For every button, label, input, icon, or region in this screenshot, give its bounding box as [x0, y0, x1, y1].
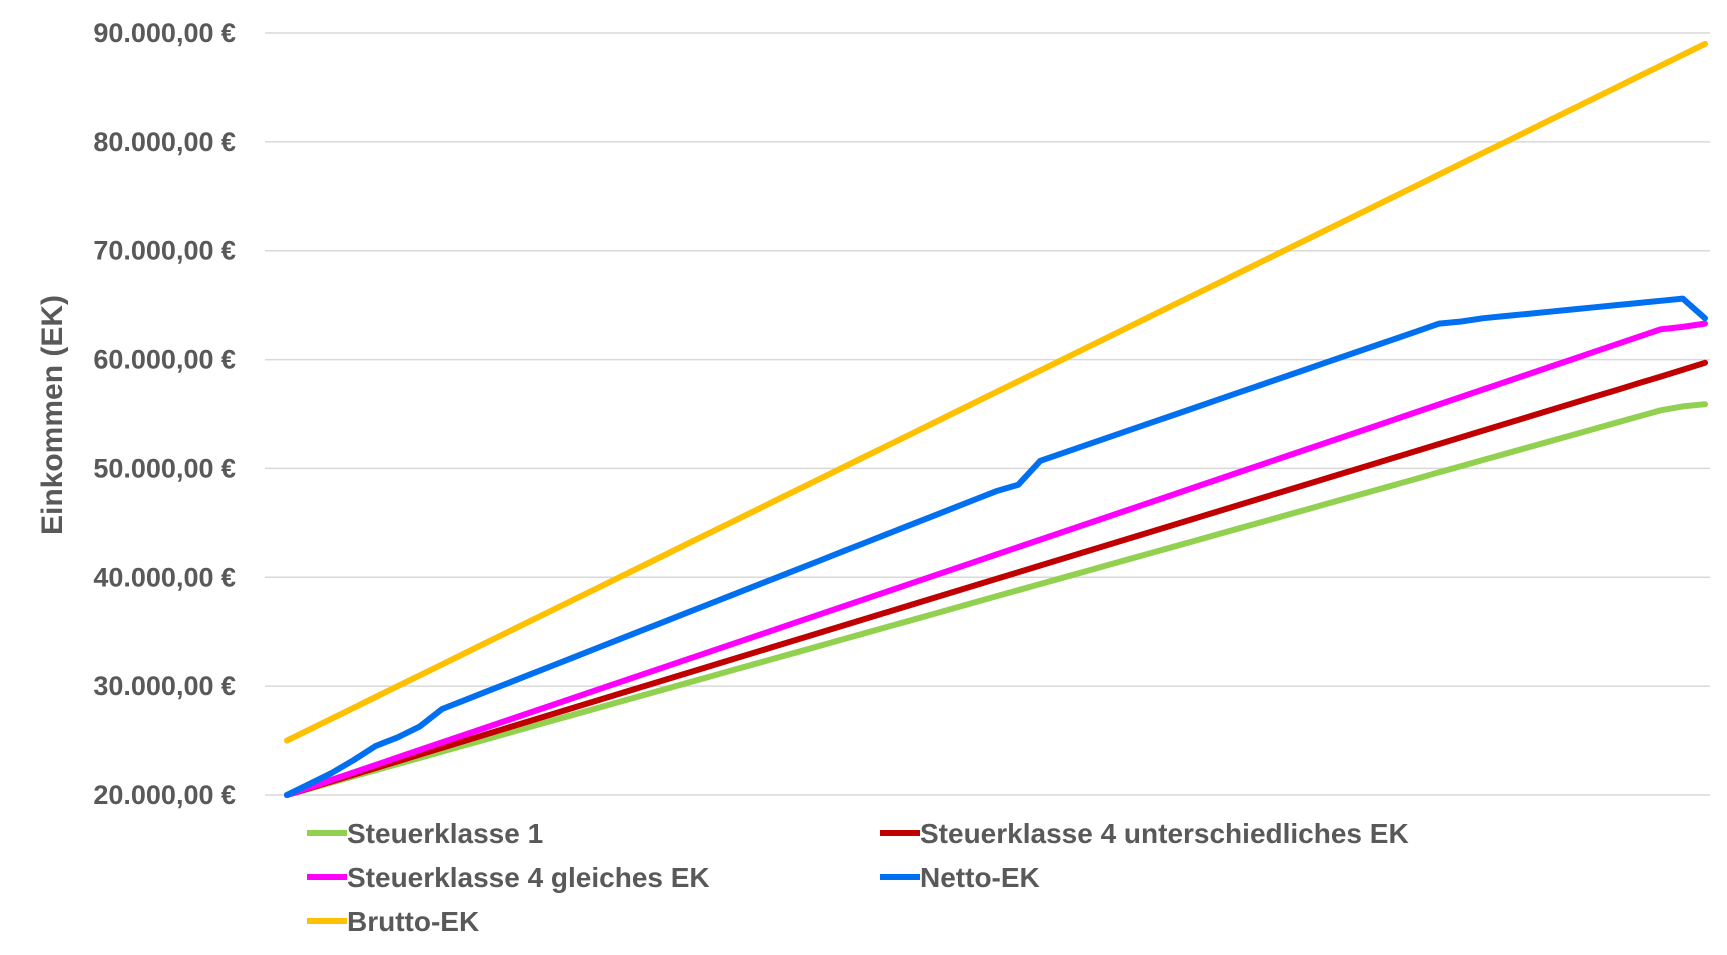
series-line-3 [284, 295, 1708, 798]
y-tick-label: 30.000,00 € [93, 671, 236, 701]
y-tick-label: 40.000,00 € [93, 562, 236, 592]
y-tick-label: 70.000,00 € [93, 236, 236, 266]
legend-label: Steuerklasse 4 unterschiedliches EK [920, 818, 1409, 849]
legend-item: Netto-EK [880, 862, 1040, 893]
series-line-0 [284, 401, 1708, 798]
legend-label: Brutto-EK [347, 906, 479, 937]
legend-label: Steuerklasse 4 gleiches EK [347, 862, 710, 893]
series-line-2 [284, 320, 1708, 798]
series-line-1 [284, 359, 1708, 798]
legend-item: Steuerklasse 1 [307, 818, 543, 849]
y-tick-label: 80.000,00 € [93, 127, 236, 157]
legend-label: Steuerklasse 1 [347, 818, 543, 849]
legend: Steuerklasse 1 Steuerklasse 4 unterschied… [307, 818, 1409, 937]
y-tick-label: 20.000,00 € [93, 780, 236, 810]
legend-item: Brutto-EK [307, 906, 479, 937]
series-lines [284, 40, 1708, 798]
y-axis-label: Einkommen (EK) [36, 295, 69, 535]
y-axis-tick-labels: 20.000,00 € 30.000,00 € 40.000,00 € 50.000,… [93, 18, 236, 810]
y-tick-label: 50.000,00 € [93, 453, 236, 483]
legend-item: Steuerklasse 4 gleiches EK [307, 862, 710, 893]
series-line-4 [284, 40, 1708, 744]
legend-item: Steuerklasse 4 unterschiedliches EK [880, 818, 1409, 849]
legend-label: Netto-EK [920, 862, 1040, 893]
y-tick-label: 60.000,00 € [93, 345, 236, 375]
y-tick-label: 90.000,00 € [93, 18, 236, 48]
